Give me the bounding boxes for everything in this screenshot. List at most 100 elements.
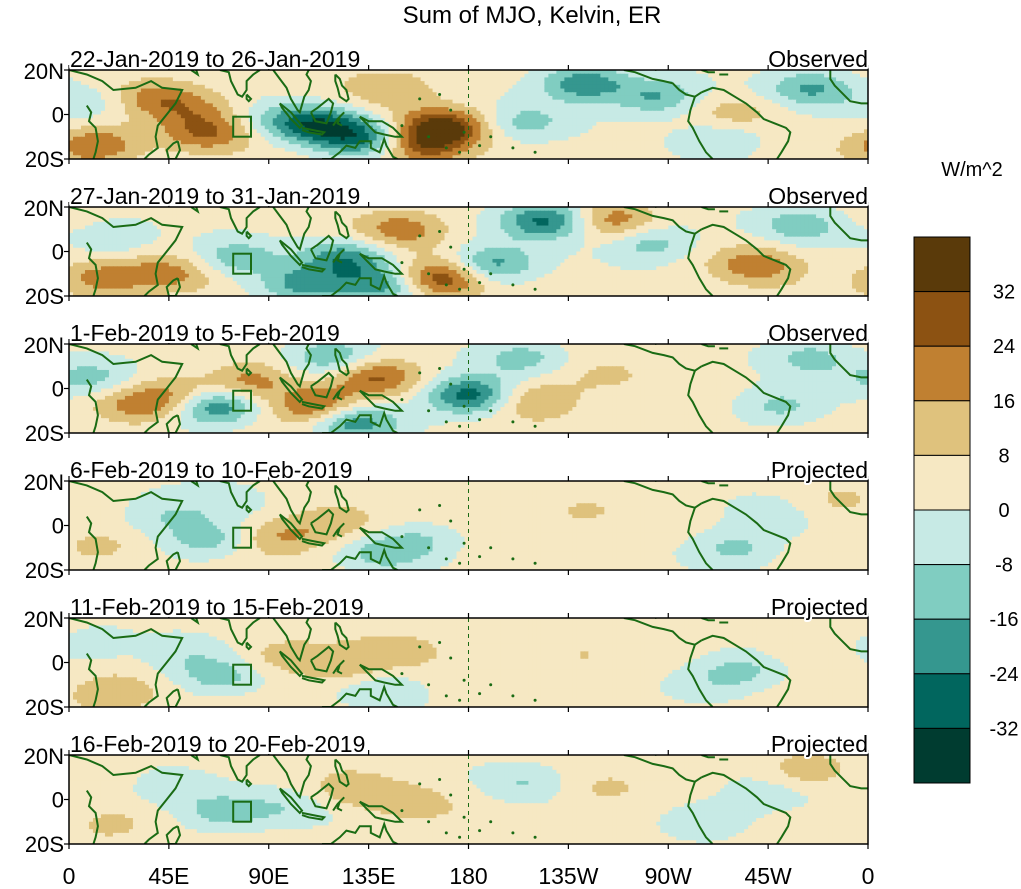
heatmap-cell [596,77,601,82]
heatmap-cell [100,99,106,104]
heatmap-cell [96,92,102,97]
heatmap-cell [376,88,382,93]
heatmap-cell [548,103,553,108]
heatmap-cell [304,125,310,130]
heatmap-cell [104,121,110,127]
heatmap-cell [744,73,749,79]
heatmap-cell [84,92,90,97]
heatmap-cell [728,84,733,90]
heatmap-cell [380,95,386,101]
heatmap-cell [100,133,106,138]
heatmap-cell [664,70,669,75]
heatmap-cell [324,81,330,86]
heatmap-cell [128,118,134,123]
heatmap-cell [624,125,629,130]
heatmap-cell [652,107,657,112]
heatmap-cell [836,125,841,130]
heatmap-cell [372,84,378,90]
heatmap-cell [604,103,609,108]
heatmap-cell [516,88,522,93]
heatmap-cell [704,121,709,127]
heatmap-cell [516,103,522,108]
heatmap-cell [276,95,282,101]
heatmap-cell [832,125,837,130]
heatmap-cell [216,81,222,86]
heatmap-cell [456,70,462,75]
heatmap-cell [680,73,685,79]
heatmap-cell [384,136,390,142]
heatmap-cell [852,107,857,112]
heatmap-cell [820,121,825,127]
heatmap-cell [800,125,805,130]
heatmap-cell [484,114,490,119]
heatmap-cell [84,140,90,145]
heatmap-cell [260,103,266,108]
heatmap-cell [508,99,514,104]
heatmap-cell [420,95,426,101]
heatmap-cell [656,140,661,145]
heatmap-cell [420,103,426,108]
heatmap-cell [584,147,589,153]
heatmap-cell [180,121,186,127]
heatmap-cell [412,107,418,112]
heatmap-cell [500,103,506,108]
heatmap-cell [516,207,522,212]
heatmap-cell [676,151,681,156]
heatmap-cell [272,155,278,159]
heatmap-cell [700,95,705,101]
heatmap-cell [420,77,426,82]
heatmap-cell [228,73,234,79]
heatmap-cell [532,114,538,119]
heatmap-cell [404,99,410,104]
heatmap-cell [340,70,346,75]
heatmap-cell [856,155,861,159]
heatmap-cell [468,107,474,112]
heatmap-cell [728,147,733,153]
heatmap-cell [448,77,454,82]
heatmap-cell [640,107,645,112]
heatmap-cell [800,84,805,90]
heatmap-cell [408,92,414,97]
heatmap-cell [700,155,705,159]
heatmap-cell [164,88,170,93]
heatmap-cell [748,95,753,101]
heatmap-cell [696,121,701,127]
heatmap-cell [360,136,366,142]
heatmap-cell [680,155,685,159]
heatmap-cell [228,114,234,119]
heatmap-cell [220,129,226,134]
heatmap-cell [496,133,502,138]
heatmap-cell [640,121,645,127]
heatmap-cell [220,70,226,75]
heatmap-cell [180,207,186,212]
heatmap-cell [376,70,382,75]
heatmap-cell [560,70,565,75]
heatmap-cell [856,151,861,156]
heatmap-cell [688,133,693,138]
heatmap-cell [812,136,817,142]
heatmap-cell [532,92,538,97]
heatmap-cell [296,88,302,93]
heatmap-cell [440,110,446,116]
heatmap-cell [736,133,741,138]
heatmap-cell [288,107,294,112]
heatmap-cell [220,92,226,97]
heatmap-cell [88,133,94,138]
heatmap-cell [616,133,621,138]
heatmap-cell [500,140,506,145]
heatmap-cell [648,110,653,116]
heatmap-cell [392,147,398,153]
heatmap-cell [716,81,721,86]
heatmap-cell [792,125,797,130]
heatmap-cell [168,81,174,86]
heatmap-cell [568,70,573,75]
heatmap-cell [156,95,162,101]
heatmap-cell [712,147,717,153]
heatmap-cell [576,140,581,145]
heatmap-cell [668,95,673,101]
heatmap-cell [520,84,526,90]
heatmap-cell [220,84,226,90]
heatmap-cell [860,99,865,104]
heatmap-cell [520,103,526,108]
heatmap-cell [504,81,510,86]
